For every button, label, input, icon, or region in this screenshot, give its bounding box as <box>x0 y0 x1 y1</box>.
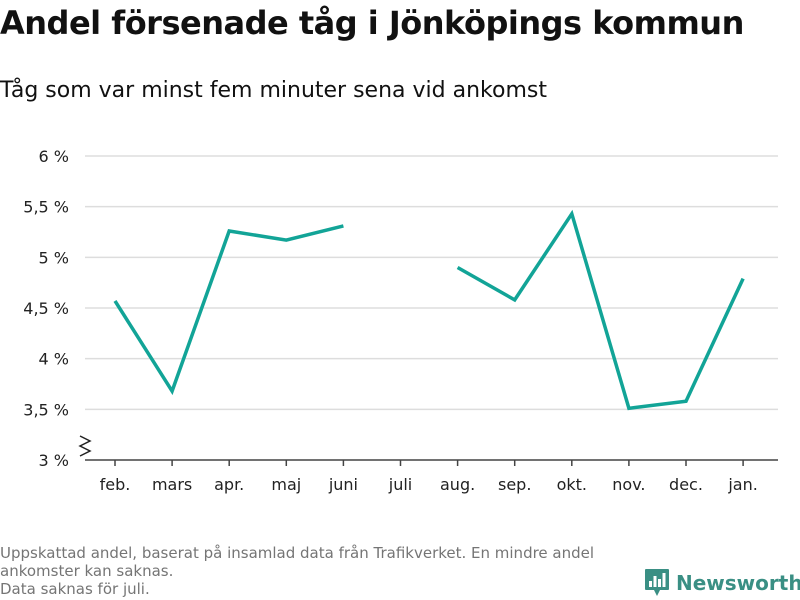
chart-title: Andel försenade tåg i Jönköpings kommun <box>0 4 744 42</box>
series-line <box>456 209 745 411</box>
x-tick-label: mars <box>152 475 192 494</box>
x-tick-label: juni <box>328 475 358 494</box>
x-tick-label: okt. <box>557 475 587 494</box>
x-tick-label: sep. <box>498 475 531 494</box>
chart-subtitle: Tåg som var minst fem minuter sena vid a… <box>0 78 547 103</box>
axis-break-icon <box>78 435 92 457</box>
x-tick-label: jan. <box>727 475 757 494</box>
y-tick-label: 4,5 % <box>23 299 69 318</box>
bar-chart-logo-icon <box>645 569 669 596</box>
y-tick-label: 4 % <box>39 350 69 369</box>
footer-note-missing: Data saknas för juli. <box>0 580 150 598</box>
brand-logo: Newsworthy <box>644 568 800 598</box>
y-tick-label: 5 % <box>39 248 69 267</box>
x-tick-label: maj <box>271 475 301 494</box>
y-tick-label: 5,5 % <box>23 198 69 217</box>
y-tick-label: 3 % <box>39 451 69 470</box>
series-line <box>113 224 344 396</box>
x-tick-label: nov. <box>612 475 645 494</box>
footer-note-estimate: Uppskattad andel, baserat på insamlad da… <box>0 544 595 580</box>
x-tick-label: aug. <box>440 475 475 494</box>
line-chart: 3 % 3,5 % 4 % 4,5 % 5 % 5,5 % 6 % feb. mars apr. m… <box>23 147 778 494</box>
y-tick-label: 6 % <box>39 147 69 166</box>
brand-name: Newsworthy <box>676 571 800 595</box>
footer-notes: Uppskattad andel, baserat på insamlad da… <box>0 544 630 598</box>
x-tick-label: apr. <box>214 475 244 494</box>
x-tick-label: dec. <box>669 475 703 494</box>
x-tick-label: feb. <box>100 475 131 494</box>
x-tick-label: juli <box>388 475 412 494</box>
y-tick-label: 3,5 % <box>23 400 69 419</box>
